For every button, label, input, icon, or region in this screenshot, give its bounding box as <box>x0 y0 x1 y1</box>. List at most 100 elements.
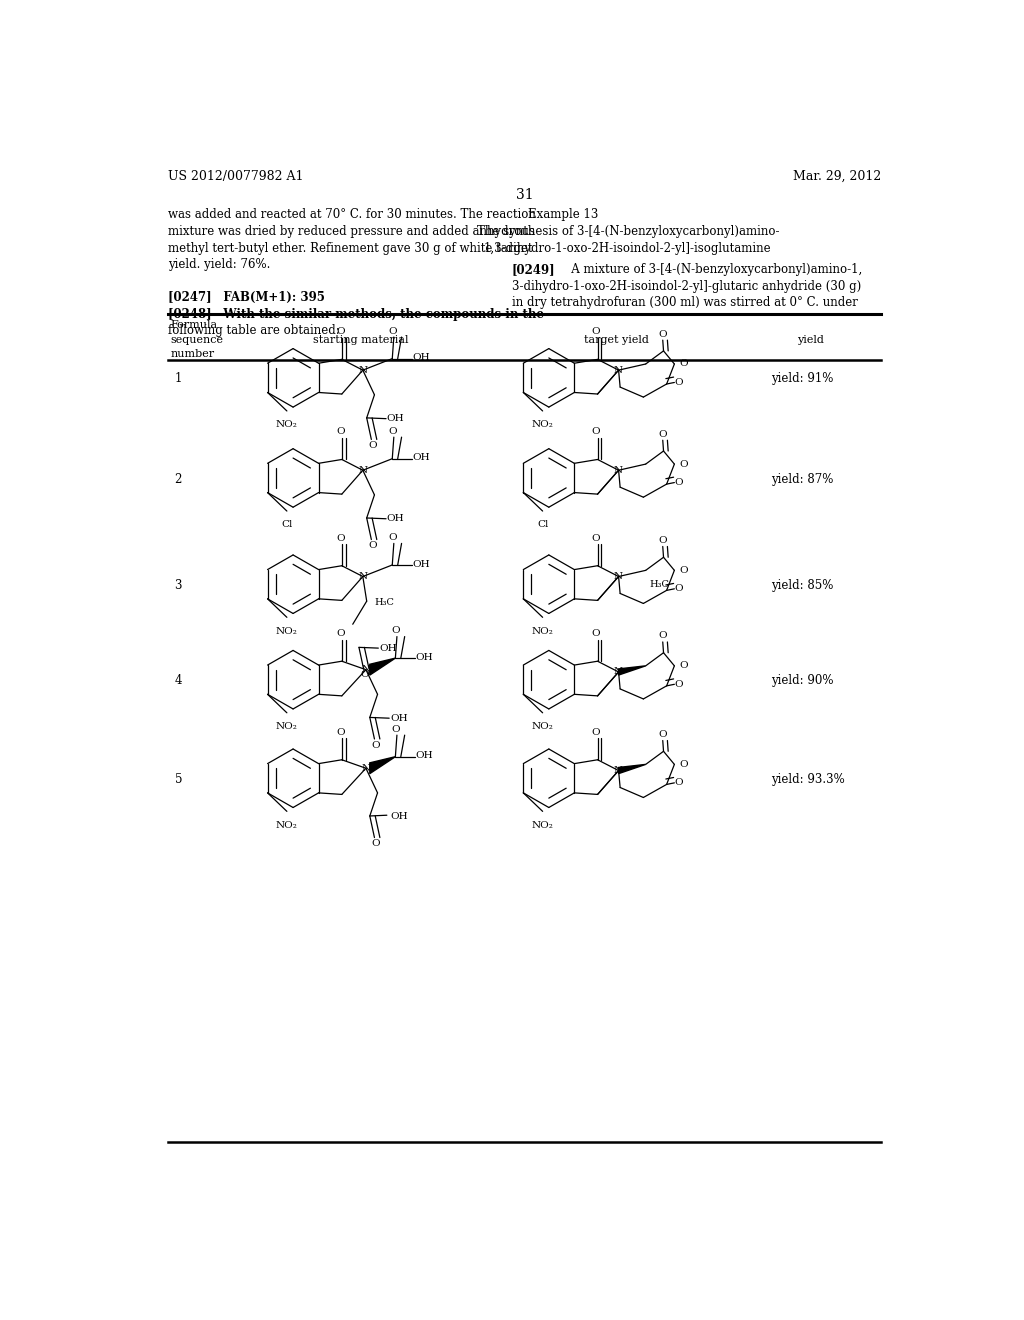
Text: O: O <box>592 533 600 543</box>
Text: OH: OH <box>416 653 433 661</box>
Text: 3-dihydro-1-oxo-2H-isoindol-2-yl]-glutaric anhydride (30 g): 3-dihydro-1-oxo-2H-isoindol-2-yl]-glutar… <box>512 280 861 293</box>
Text: [0249]: [0249] <box>512 263 555 276</box>
Text: US 2012/0077982 A1: US 2012/0077982 A1 <box>168 170 304 183</box>
Text: N: N <box>361 665 371 675</box>
Text: O: O <box>389 533 397 543</box>
Text: O: O <box>658 330 667 339</box>
Text: O: O <box>392 626 400 635</box>
Text: yield: 91%: yield: 91% <box>771 372 834 385</box>
Text: 4: 4 <box>174 675 182 688</box>
Text: OH: OH <box>416 751 433 760</box>
Text: N: N <box>614 366 624 375</box>
Text: N: N <box>614 766 624 775</box>
Text: NO₂: NO₂ <box>275 420 298 429</box>
Text: O: O <box>680 359 688 368</box>
Text: OH: OH <box>413 354 430 362</box>
Text: H₃C: H₃C <box>375 598 394 607</box>
Text: methyl tert-butyl ether. Refinement gave 30 g of white target: methyl tert-butyl ether. Refinement gave… <box>168 242 532 255</box>
Text: number: number <box>171 350 215 359</box>
Text: Cl: Cl <box>282 520 293 529</box>
Text: [0247]  FAB(M+1): 395: [0247] FAB(M+1): 395 <box>168 292 326 304</box>
Polygon shape <box>370 659 395 675</box>
Text: NO₂: NO₂ <box>275 821 298 829</box>
Text: O: O <box>360 671 370 680</box>
Text: OH: OH <box>390 714 408 722</box>
Text: NO₂: NO₂ <box>275 722 298 731</box>
Text: OH: OH <box>413 454 430 462</box>
Text: yield: yield <box>797 335 823 345</box>
Text: O: O <box>336 533 345 543</box>
Text: 1,3-dihydro-1-oxo-2H-isoindol-2-yl]-isoglutamine: 1,3-dihydro-1-oxo-2H-isoindol-2-yl]-isog… <box>484 242 772 255</box>
Text: O: O <box>658 536 667 545</box>
Text: OH: OH <box>390 812 408 821</box>
Text: yield: 90%: yield: 90% <box>771 675 834 688</box>
Text: The synthesis of 3-[4-(N-benzyloxycarbonyl)amino-: The synthesis of 3-[4-(N-benzyloxycarbon… <box>476 224 779 238</box>
Text: N: N <box>358 466 368 475</box>
Text: N: N <box>614 572 624 581</box>
Text: 3: 3 <box>174 579 182 591</box>
Text: NO₂: NO₂ <box>531 722 554 731</box>
Text: O: O <box>658 430 667 438</box>
Text: Cl: Cl <box>537 520 548 529</box>
Text: O: O <box>592 727 600 737</box>
Text: N: N <box>614 668 624 676</box>
Text: in dry tetrahydrofuran (300 ml) was stirred at 0° C. under: in dry tetrahydrofuran (300 ml) was stir… <box>512 296 857 309</box>
Text: O: O <box>592 428 600 437</box>
Text: N: N <box>358 572 368 581</box>
Text: O: O <box>336 327 345 337</box>
Text: 31: 31 <box>516 187 534 202</box>
Polygon shape <box>618 665 646 675</box>
Text: O: O <box>389 426 397 436</box>
Text: O: O <box>680 760 688 768</box>
Text: mixture was dried by reduced pressure and added anhydrous: mixture was dried by reduced pressure an… <box>168 224 536 238</box>
Text: OH: OH <box>387 414 404 424</box>
Text: O: O <box>369 441 377 450</box>
Text: NO₂: NO₂ <box>275 627 298 635</box>
Text: target yield: target yield <box>584 335 648 345</box>
Text: O: O <box>675 478 683 487</box>
Text: O: O <box>369 541 377 550</box>
Text: O: O <box>336 630 345 638</box>
Text: O: O <box>372 840 380 847</box>
Text: Example 13: Example 13 <box>528 209 599 222</box>
Text: following table are obtained:: following table are obtained: <box>168 325 340 338</box>
Text: starting material: starting material <box>312 335 409 345</box>
Text: O: O <box>675 585 683 593</box>
Text: O: O <box>336 727 345 737</box>
Text: O: O <box>658 631 667 640</box>
Polygon shape <box>370 756 395 774</box>
Text: sequence: sequence <box>171 335 223 345</box>
Text: N: N <box>361 764 371 772</box>
Text: OH: OH <box>379 644 396 652</box>
Text: O: O <box>658 730 667 739</box>
Text: O: O <box>675 378 683 387</box>
Text: O: O <box>675 680 683 689</box>
Text: NO₂: NO₂ <box>531 420 554 429</box>
Text: 1: 1 <box>174 372 182 385</box>
Polygon shape <box>618 764 646 774</box>
Text: O: O <box>372 741 380 750</box>
Text: Formula: Formula <box>171 321 218 330</box>
Text: NO₂: NO₂ <box>531 627 554 635</box>
Text: OH: OH <box>387 515 404 523</box>
Text: yield: 93.3%: yield: 93.3% <box>771 774 845 785</box>
Text: O: O <box>675 779 683 787</box>
Text: O: O <box>592 327 600 337</box>
Text: OH: OH <box>413 560 430 569</box>
Text: Mar. 29, 2012: Mar. 29, 2012 <box>793 170 882 183</box>
Text: O: O <box>680 459 688 469</box>
Text: N: N <box>614 466 624 475</box>
Text: NO₂: NO₂ <box>531 821 554 829</box>
Text: O: O <box>680 661 688 671</box>
Text: O: O <box>392 725 400 734</box>
Text: yield. yield: 76%.: yield. yield: 76%. <box>168 259 270 271</box>
Text: was added and reacted at 70° C. for 30 minutes. The reaction: was added and reacted at 70° C. for 30 m… <box>168 209 537 222</box>
Text: N: N <box>358 366 368 375</box>
Text: O: O <box>592 630 600 638</box>
Text: H₃C: H₃C <box>649 579 670 589</box>
Text: yield: 85%: yield: 85% <box>771 579 834 591</box>
Text: A mixture of 3-[4-(N-benzyloxycarbonyl)amino-1,: A mixture of 3-[4-(N-benzyloxycarbonyl)a… <box>560 263 862 276</box>
Text: yield: 87%: yield: 87% <box>771 473 834 486</box>
Text: O: O <box>389 326 397 335</box>
Text: O: O <box>336 428 345 437</box>
